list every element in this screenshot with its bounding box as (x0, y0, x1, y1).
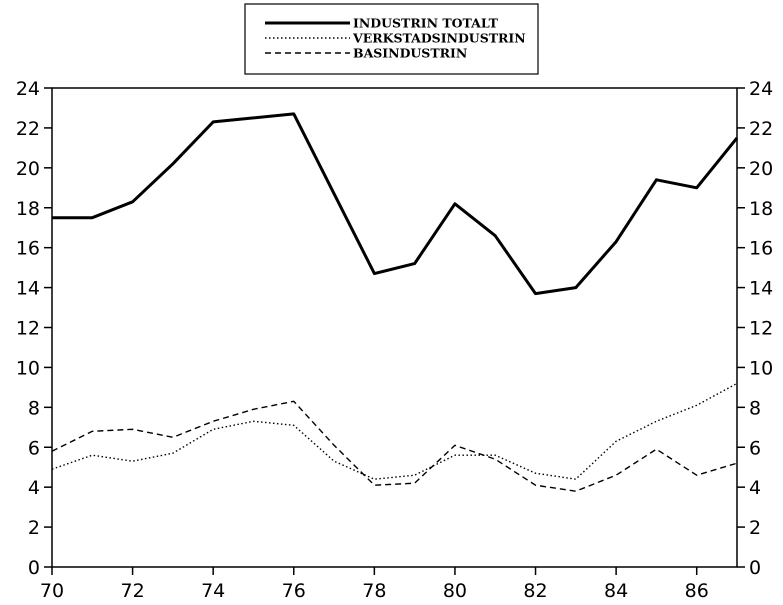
y-tick-label-left: 12 (16, 318, 40, 340)
series-line-1 (51, 382, 738, 480)
y-tick-label-right: 10 (749, 357, 773, 379)
y-tick-label-left: 20 (16, 158, 40, 180)
legend-box (244, 3, 539, 75)
y-tick-label-left: 10 (16, 357, 40, 379)
legend-label: BASINDUSTRIN (353, 46, 467, 61)
y-tick-label-left: 24 (16, 78, 40, 100)
y-tick-label-right: 0 (749, 557, 761, 579)
x-tick-label: 70 (40, 580, 64, 602)
series-layer (51, 112, 739, 492)
legend: INDUSTRIN TOTALTVERKSTADSINDUSTRINBASIND… (244, 3, 539, 75)
x-tick-label: 84 (604, 580, 628, 602)
x-tick-label: 80 (443, 580, 467, 602)
x-tick-label: 82 (523, 580, 547, 602)
y-tick-label-right: 18 (749, 198, 773, 220)
legend-label: VERKSTADSINDUSTRIN (352, 31, 526, 46)
y-tick-label-left: 22 (16, 118, 40, 140)
y-tick-label-right: 12 (749, 318, 773, 340)
y-tick-label-right: 14 (749, 278, 773, 300)
y-tick-label-right: 4 (749, 477, 761, 499)
y-tick-label-right: 24 (749, 78, 773, 100)
y-tick-label-left: 14 (16, 278, 40, 300)
plot-frame (51, 87, 738, 568)
y-tick-label-right: 20 (749, 158, 773, 180)
y-tick-label-left: 16 (16, 238, 40, 260)
x-tick-label: 74 (201, 580, 225, 602)
y-tick-label-right: 8 (749, 397, 761, 419)
y-tick-label-left: 18 (16, 198, 40, 220)
x-tick-label: 76 (282, 580, 306, 602)
series-line-2 (51, 400, 738, 492)
x-tick-label: 86 (685, 580, 709, 602)
x-axis: 70 72 74 76 78 80 82 84 86 (40, 567, 709, 602)
y-tick-label-right: 2 (749, 517, 761, 539)
x-tick-label: 72 (120, 580, 144, 602)
y-tick-label-right: 16 (749, 238, 773, 260)
y-tick-label-right: 6 (749, 437, 761, 459)
series-line-0 (52, 112, 739, 296)
y-tick-label-right: 22 (749, 118, 773, 140)
y-tick-label-left: 6 (28, 437, 40, 459)
y-tick-label-left: 8 (28, 397, 40, 419)
legend-label: INDUSTRIN TOTALT (353, 16, 499, 31)
y-tick-label-left: 4 (28, 477, 40, 499)
x-tick-label: 78 (362, 580, 386, 602)
y-tick-label-left: 2 (28, 517, 40, 539)
y-tick-label-left: 0 (28, 557, 40, 579)
